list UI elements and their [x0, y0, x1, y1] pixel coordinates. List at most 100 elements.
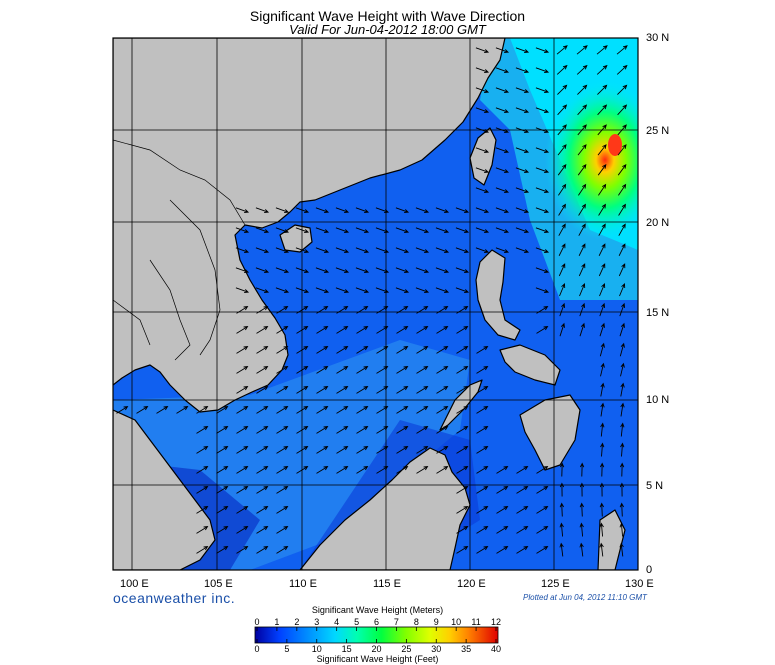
lat-label-20: 20 N [646, 217, 670, 229]
wave-arrow [597, 104, 608, 116]
wave-arrow [355, 267, 370, 274]
wave-arrow [515, 47, 530, 54]
wave-arrow [598, 203, 606, 216]
wave-arrow [456, 406, 469, 414]
wave-arrow [216, 426, 229, 434]
wave-arrow [235, 227, 250, 234]
wave-arrow [276, 446, 289, 454]
wave-arrow [577, 124, 587, 136]
wave-arrow [276, 306, 289, 314]
wave-arrow [256, 386, 269, 394]
wave-arrow [495, 47, 510, 54]
wave-arrow [558, 183, 567, 196]
wave-arrow [356, 326, 369, 334]
wave-arrow [599, 522, 604, 537]
wave-arrow [597, 144, 607, 156]
wave-arrow [396, 346, 409, 354]
wave-arrow [475, 227, 490, 234]
wave-arrow [597, 124, 607, 136]
wave-arrow [396, 386, 409, 394]
wave-arrow [216, 546, 229, 554]
wave-arrow [376, 306, 389, 314]
wave-arrow [536, 526, 549, 534]
wave-arrow [395, 227, 410, 234]
wave-arrow [296, 306, 309, 314]
wave-arrow [196, 446, 209, 454]
wave-arrow [535, 127, 550, 134]
wave-arrow [579, 302, 586, 317]
wave-arrow [395, 287, 410, 294]
wave-arrow [276, 346, 289, 354]
wave-arrow [356, 346, 369, 354]
lat-label-5: 5 N [646, 480, 664, 492]
land-luzon [475, 249, 521, 341]
wave-arrow [578, 263, 586, 277]
wave-arrow [356, 466, 369, 474]
wave-arrow [559, 283, 566, 297]
wave-arrow [495, 167, 510, 174]
wave-arrow [515, 167, 530, 174]
wave-arrow [416, 406, 429, 414]
wave-arrow [599, 542, 604, 557]
wave-arrow [536, 306, 549, 314]
wave-arrow [316, 366, 329, 374]
wave-arrow [577, 144, 587, 156]
wave-arrow [620, 382, 625, 397]
wave-arrow [456, 366, 469, 374]
page-subtitle: Valid For Jun-04-2012 18:00 GMT [289, 22, 486, 37]
wave-arrow [557, 104, 568, 116]
wave-arrow [578, 243, 586, 257]
wave-arrow [356, 386, 369, 394]
wave-arrow [355, 287, 370, 294]
wave-arrow [416, 306, 429, 314]
wave-arrow [256, 466, 269, 474]
wave-arrow [296, 386, 309, 394]
colorbar-feet-tick: 40 [490, 644, 501, 654]
wave-arrow [495, 247, 510, 254]
wave-arrow [315, 247, 330, 254]
wave-arrow [475, 67, 490, 74]
lat-label-10: 10 N [646, 394, 670, 406]
wave-arrow [276, 406, 289, 414]
wave-arrow [255, 207, 270, 214]
wave-arrow [455, 207, 470, 214]
wave-arrow [136, 406, 149, 414]
wave-arrow [616, 64, 628, 75]
wave-arrow [476, 446, 489, 454]
wave-arrow [255, 267, 270, 274]
wave-arrow [275, 207, 290, 214]
wave-arrow [579, 283, 586, 297]
wave-arrow [579, 322, 585, 337]
wave-arrow [559, 462, 565, 477]
wave-arrow [336, 326, 349, 334]
wave-arrow [577, 163, 587, 176]
wave-arrow [356, 366, 369, 374]
wave-arrow [559, 482, 565, 497]
wave-arrow [455, 267, 470, 274]
colorbar-title-feet: Significant Wave Height (Feet) [316, 654, 439, 664]
wave-arrow [620, 442, 625, 457]
wave-arrow [255, 227, 270, 234]
wave-arrow [455, 247, 470, 254]
wave-arrow [276, 366, 289, 374]
wave-arrow [296, 326, 309, 334]
wave-arrow [296, 466, 309, 474]
wave-arrow [598, 263, 606, 277]
wave-arrow [275, 227, 290, 234]
wave-arrow [276, 546, 289, 554]
wave-arrow [295, 267, 310, 274]
wave-arrow [395, 247, 410, 254]
wave-arrow [355, 247, 370, 254]
colorbar-meter-tick: 7 [393, 617, 399, 627]
wave-arrow [315, 287, 330, 294]
wave-arrow [236, 526, 249, 534]
wave-arrow [356, 406, 369, 414]
land-sulawesi [597, 509, 626, 570]
wave-arrow [515, 187, 530, 194]
wave-arrow [376, 326, 389, 334]
wave-arrow [276, 326, 289, 334]
wave-arrow [376, 406, 389, 414]
wave-arrow [516, 546, 529, 554]
wave-arrow [316, 406, 329, 414]
wave-arrow [536, 546, 549, 554]
